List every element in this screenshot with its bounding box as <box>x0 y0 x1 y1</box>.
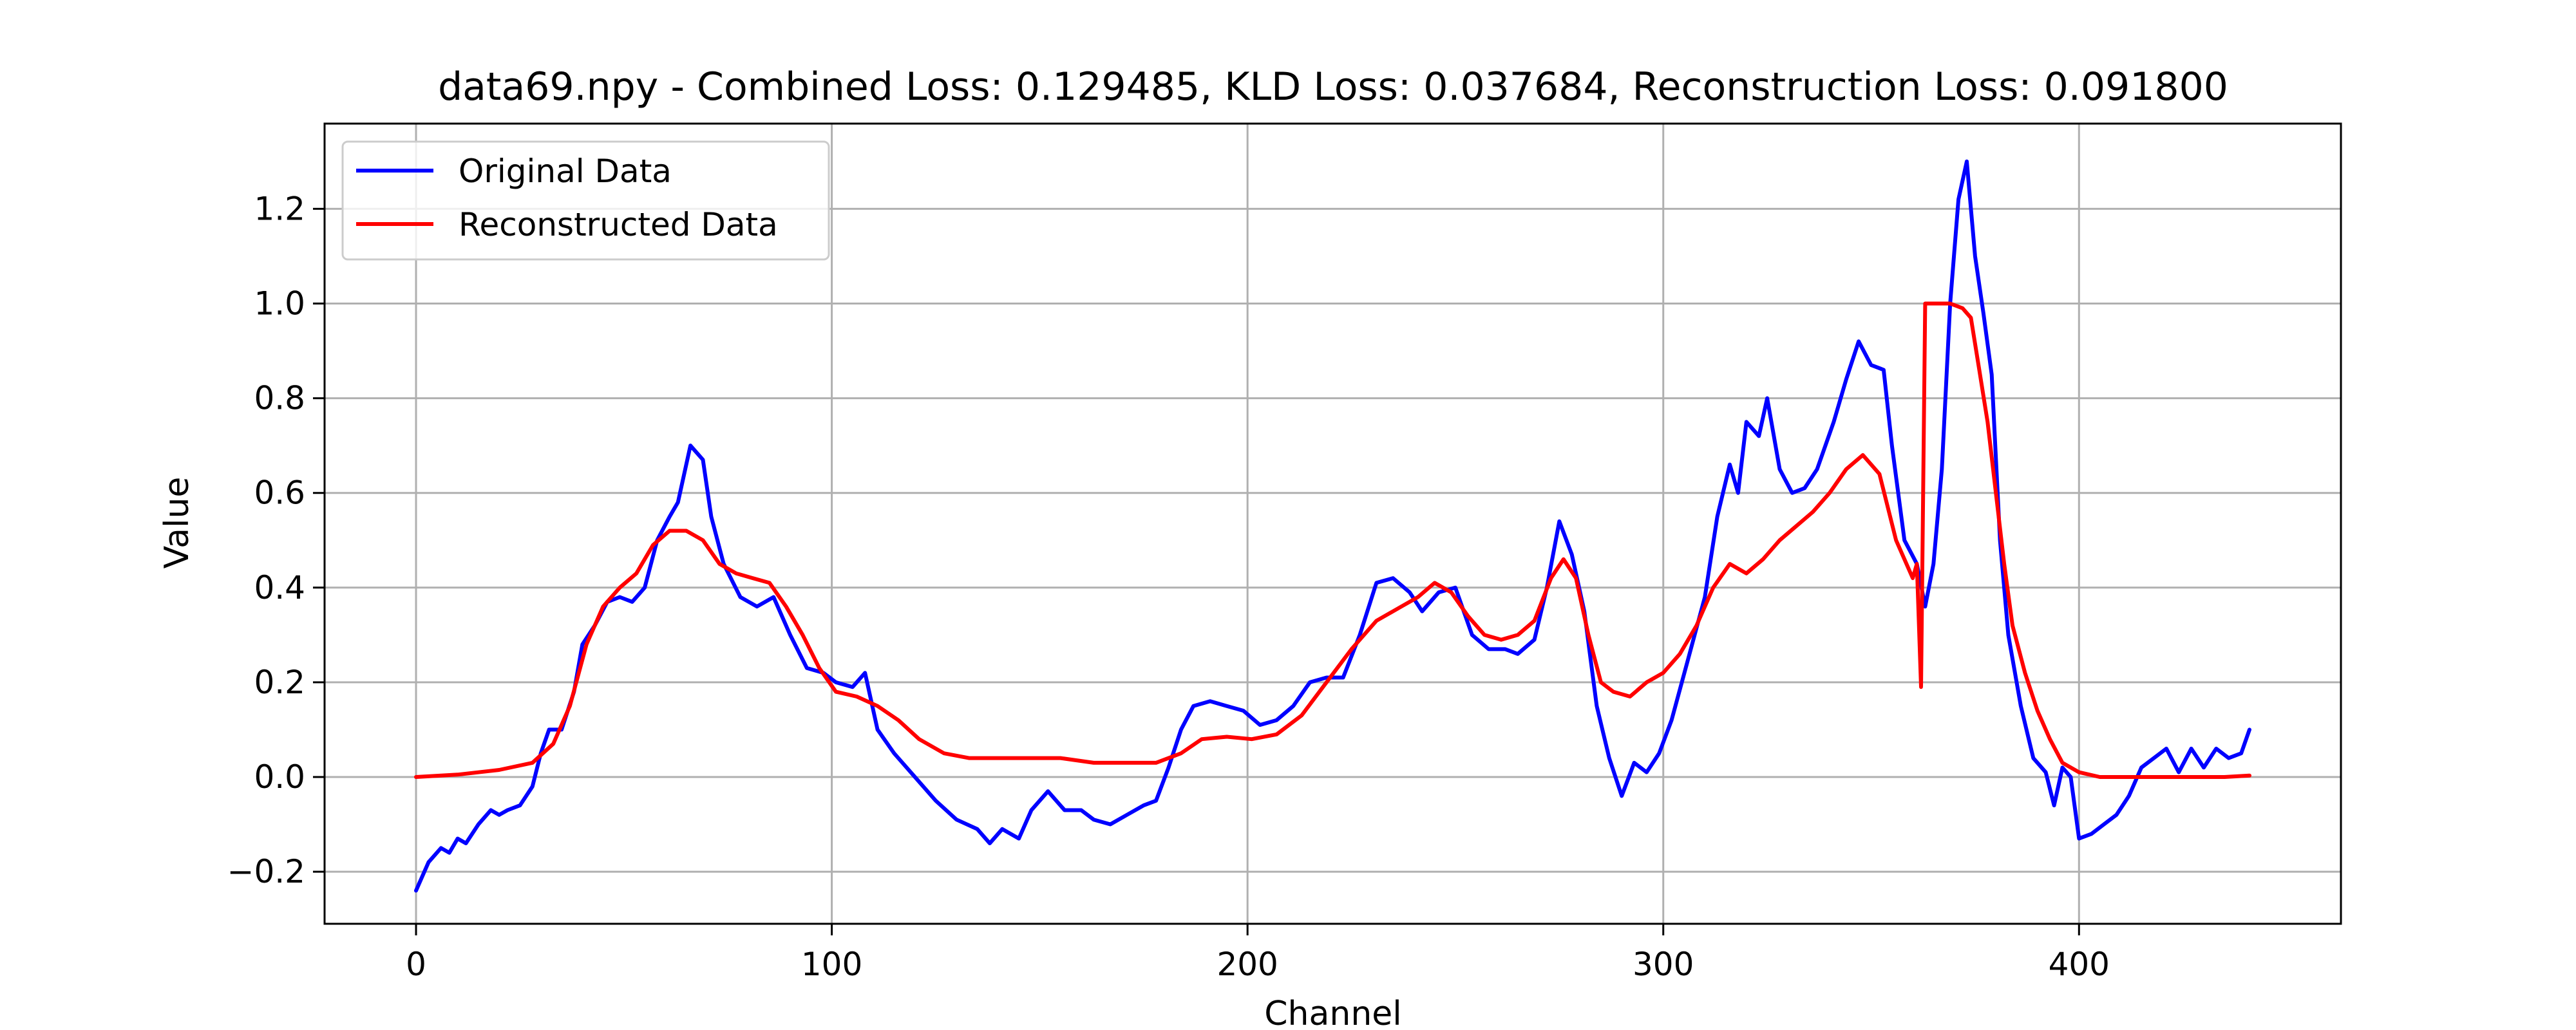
x-axis-label: Channel <box>1264 995 1401 1030</box>
y-tick-label: 1.2 <box>254 190 305 227</box>
grid <box>325 124 2341 924</box>
y-tick-label: 0.0 <box>254 758 305 796</box>
y-tick-label: 0.4 <box>254 569 305 606</box>
y-axis: −0.2 0.0 0.2 0.4 0.6 0.8 1.0 1.2 <box>227 190 325 890</box>
y-tick-label: 0.6 <box>254 474 305 512</box>
series-original-data-line <box>414 159 2251 893</box>
y-tick-label: 0.2 <box>254 664 305 701</box>
y-axis-label: Value <box>158 477 196 569</box>
x-tick-label: 0 <box>406 946 426 983</box>
y-tick-label: 0.8 <box>254 380 305 417</box>
chart-title: data69.npy - Combined Loss: 0.129485, KL… <box>438 64 2228 109</box>
y-tick-label: −0.2 <box>227 853 305 890</box>
legend-box <box>341 140 830 261</box>
series-layer <box>414 159 2251 893</box>
x-axis: 0 100 200 300 400 <box>406 924 2110 983</box>
legend: Original Data Reconstructed Data <box>341 140 830 261</box>
x-tick-label: 200 <box>1217 946 1278 983</box>
x-tick-label: 300 <box>1633 946 1694 983</box>
x-tick-label: 400 <box>2049 946 2110 983</box>
y-tick-label: 1.0 <box>254 285 305 322</box>
legend-label-reconstructed: Reconstructed Data <box>459 206 778 243</box>
legend-label-original: Original Data <box>459 153 672 190</box>
plot-frame <box>323 122 2342 925</box>
x-tick-label: 100 <box>801 946 862 983</box>
series-reconstructed-data-line <box>414 301 2251 779</box>
